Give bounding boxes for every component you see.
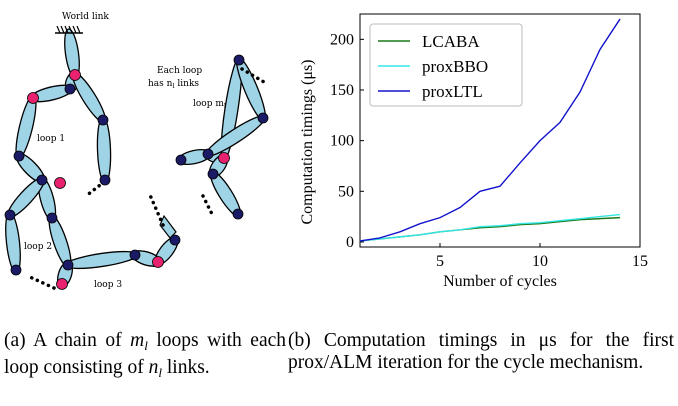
- plot-frame: [359, 13, 641, 248]
- legend-label-LCABA: LCABA: [422, 32, 480, 51]
- joint-U: [232, 208, 244, 220]
- joint-V: [233, 54, 245, 66]
- joint-Q: [169, 234, 181, 246]
- joint-R: [202, 148, 214, 160]
- joint-O: [129, 249, 141, 261]
- link-5: [96, 116, 112, 184]
- y-tick-label-100: 100: [330, 133, 354, 150]
- link-arrow: [159, 214, 177, 239]
- closing-joint-H: [54, 177, 66, 189]
- y-tick-label-50: 50: [338, 183, 354, 200]
- link-12: [64, 250, 139, 270]
- joint-W: [257, 112, 269, 124]
- open-chain-dots-0: [84, 180, 106, 198]
- x-tick-label-15: 15: [632, 253, 648, 270]
- open-chain-dots-3: [201, 194, 214, 216]
- open-chain-dots-1: [28, 275, 56, 290]
- joint-I: [4, 209, 16, 221]
- series-line-proxBBO: [359, 213, 621, 242]
- joint-K: [46, 212, 58, 224]
- joint-E: [13, 150, 25, 162]
- closing-joint-N: [56, 278, 68, 290]
- open-chain-dots-4: [240, 67, 266, 84]
- links-per-loop-note: Each loop: [157, 66, 202, 76]
- joint-X: [175, 154, 187, 166]
- closing-joint-P: [152, 256, 164, 268]
- joint-F: [99, 174, 111, 186]
- legend-label-proxLTL: proxLTL: [422, 82, 483, 101]
- world-link-label: World link: [62, 12, 109, 22]
- x-tick-label-10: 10: [532, 253, 548, 270]
- axes-frame: [359, 13, 641, 248]
- closing-joint-S: [218, 152, 230, 164]
- chart-legend: LCABA proxBBO proxLTL: [369, 23, 523, 107]
- series-line-proxLTL: [359, 18, 621, 242]
- series-layer: [359, 18, 621, 242]
- y-tick-label-200: 200: [330, 31, 354, 48]
- legend-label-proxBBO: proxBBO: [422, 57, 488, 76]
- joint-G: [36, 174, 48, 186]
- joint-T: [207, 168, 219, 180]
- open-chain-dots-layer: [28, 67, 266, 290]
- loop-m-label: loop ml: [193, 99, 226, 110]
- joint-D: [97, 114, 109, 126]
- links-layer: [5, 28, 267, 288]
- x-tick-label-5: 5: [436, 253, 444, 270]
- y-axis-label: Computation timings (μs): [299, 59, 316, 224]
- loop-3-label: loop 3: [94, 280, 122, 290]
- links-per-loop-note-line2: has nl links: [148, 79, 199, 90]
- joint-L: [10, 264, 22, 276]
- joint-B: [64, 83, 76, 95]
- closed-loop-chain-diagram: World link Each loop has nl links loop 1…: [4, 12, 269, 290]
- loop-2-label: loop 2: [24, 242, 52, 252]
- y-tick-label-150: 150: [330, 82, 354, 99]
- joint-M: [62, 259, 74, 271]
- joints-layer: [4, 54, 269, 290]
- world-link-anchor: [55, 25, 83, 34]
- closing-joint-A: [69, 69, 81, 81]
- caption-b: (b) Computation timings in μs for the fi…: [288, 330, 674, 373]
- link-9: [5, 211, 21, 274]
- y-tick-label-0: 0: [346, 234, 354, 251]
- loop-1-label: loop 1: [37, 134, 65, 144]
- x-axis-label: Number of cycles: [443, 273, 557, 290]
- link-4: [15, 94, 37, 160]
- open-chain-dots-2: [148, 193, 165, 227]
- caption-a: (a) A chain of ml loops with each loop c…: [4, 330, 287, 380]
- legend-box: [369, 23, 523, 107]
- closing-joint-C: [27, 92, 39, 104]
